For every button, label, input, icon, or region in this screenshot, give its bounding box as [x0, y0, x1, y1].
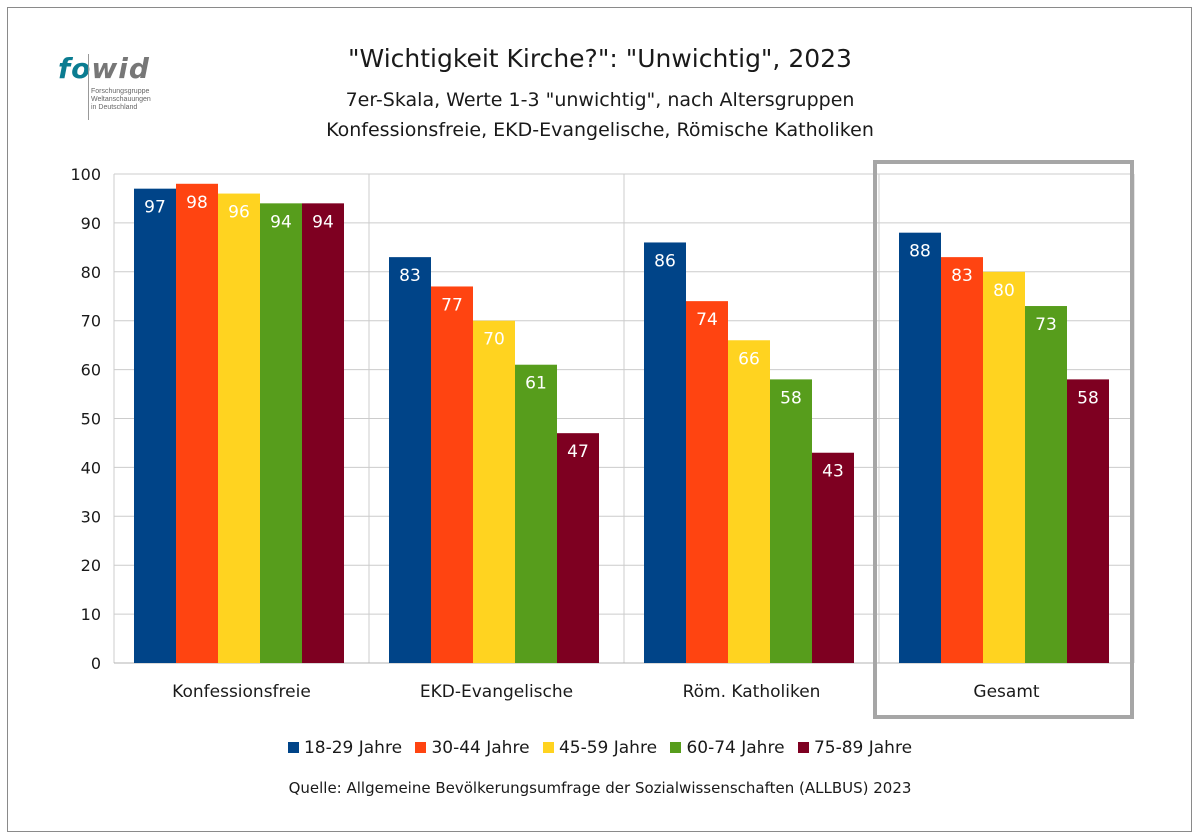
bar-value-label: 80	[993, 281, 1015, 301]
bar	[728, 340, 770, 663]
y-tick-label: 40	[81, 458, 101, 477]
bar	[1067, 379, 1109, 663]
bar	[515, 364, 557, 663]
bar-value-label: 96	[228, 203, 250, 223]
bar	[473, 320, 515, 663]
y-tick-label: 90	[81, 214, 101, 233]
bar	[260, 203, 302, 663]
bar	[431, 286, 473, 663]
fowid-logo: fowid Forschungsgruppe Weltanschauungen …	[58, 52, 173, 124]
y-tick-label: 0	[91, 654, 101, 673]
logo-divider	[88, 54, 89, 120]
bar	[983, 271, 1025, 663]
legend-item-2: 45-59 Jahre	[542, 738, 657, 758]
bar-value-label: 77	[441, 295, 463, 315]
bar	[557, 433, 599, 663]
x-category-label: EKD-Evangelische	[420, 682, 573, 702]
y-tick-label: 100	[70, 165, 101, 184]
bar	[1025, 306, 1067, 663]
chart-subtitle-2: Konfessionsfreie, EKD-Evangelische, Römi…	[326, 119, 874, 141]
legend-swatch-0	[287, 742, 299, 753]
bar-value-label: 58	[780, 388, 802, 408]
bar-value-label: 86	[654, 251, 676, 271]
y-tick-label: 80	[81, 263, 101, 282]
bar	[812, 452, 854, 663]
bar	[176, 183, 218, 663]
bar-value-label: 61	[525, 374, 547, 394]
legend-swatch-4	[797, 742, 809, 753]
y-tick-label: 30	[81, 507, 101, 526]
bar-value-label: 98	[186, 193, 208, 213]
legend-swatch-1	[415, 742, 427, 753]
legend-item-1: 30-44 Jahre	[415, 738, 530, 758]
bar	[686, 301, 728, 663]
bar	[302, 203, 344, 663]
bar-value-label: 43	[822, 462, 844, 482]
logo-wordmark: fowid	[58, 52, 150, 85]
legend-item-4: 75-89 Jahre	[797, 738, 912, 758]
chart-title: "Wichtigkeit Kirche?": "Unwichtig", 2023	[348, 44, 852, 73]
legend-swatch-3	[670, 742, 682, 753]
legend-item-3: 60-74 Jahre	[670, 738, 785, 758]
bar	[941, 257, 983, 663]
y-tick-label: 70	[81, 312, 101, 331]
bar-value-label: 83	[951, 266, 973, 286]
bar-value-label: 97	[144, 198, 166, 218]
legend-item-0: 18-29 Jahre	[287, 738, 402, 758]
x-category-label: Gesamt	[973, 682, 1039, 702]
bar	[644, 242, 686, 663]
legend-swatch-2	[542, 742, 554, 753]
bar	[389, 257, 431, 663]
y-tick-label: 20	[81, 556, 101, 575]
bar-value-label: 94	[312, 212, 334, 232]
x-category-label: Röm. Katholiken	[683, 682, 821, 702]
y-tick-label: 60	[81, 361, 101, 380]
bar	[770, 379, 812, 663]
bar-value-label: 83	[399, 266, 421, 286]
x-category-label: Konfessionsfreie	[172, 682, 311, 702]
y-tick-label: 50	[81, 410, 101, 429]
bar-value-label: 74	[696, 310, 718, 330]
bar	[218, 193, 260, 663]
bar-value-label: 94	[270, 212, 292, 232]
bar	[134, 188, 176, 664]
legend: 18-29 Jahre 30-44 Jahre 45-59 Jahre 60-7…	[0, 738, 1200, 758]
chart-frame	[7, 7, 1192, 832]
chart-subtitle-1: 7er-Skala, Werte 1-3 "unwichtig", nach A…	[345, 89, 855, 111]
bar-value-label: 66	[738, 349, 760, 369]
bar	[899, 232, 941, 663]
highlight-box	[873, 160, 1134, 719]
bar-value-label: 70	[483, 330, 505, 350]
bar-value-label: 88	[909, 242, 931, 262]
y-tick-label: 10	[81, 605, 101, 624]
bar-value-label: 73	[1035, 315, 1057, 335]
bar-value-label: 47	[567, 442, 589, 462]
logo-subtext: Forschungsgruppe Weltanschauungen in Deu…	[91, 88, 151, 111]
source-note: Quelle: Allgemeine Bevölkerungsumfrage d…	[288, 779, 912, 797]
bar-value-label: 58	[1077, 388, 1099, 408]
